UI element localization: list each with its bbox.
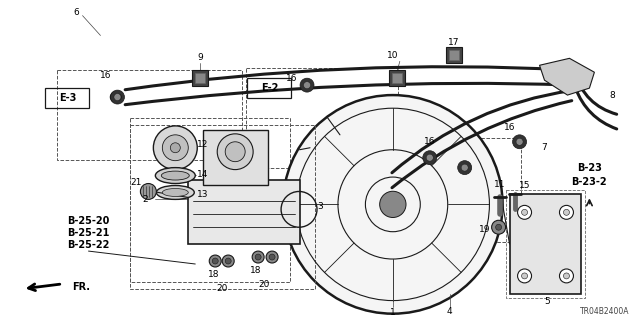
Bar [204,130,268,184]
Text: 16: 16 [286,74,298,83]
Text: B-25-20: B-25-20 [67,216,109,226]
Text: 14: 14 [196,170,208,179]
Text: B-23-2: B-23-2 [572,176,607,187]
Text: 7: 7 [541,143,547,152]
Text: B-25-21: B-25-21 [67,228,109,238]
Bar [131,125,315,289]
Text: 1: 1 [390,308,396,317]
Bar [388,138,520,242]
Text: 17: 17 [448,38,460,47]
Text: 18: 18 [207,271,219,279]
Ellipse shape [163,189,188,197]
Text: 20: 20 [216,284,228,293]
Circle shape [222,255,234,267]
Ellipse shape [300,78,314,92]
Text: 9: 9 [197,53,203,62]
Circle shape [154,126,197,170]
Text: 10: 10 [387,51,399,60]
Text: B-23: B-23 [577,163,602,173]
Ellipse shape [161,171,189,180]
Circle shape [163,135,188,161]
Text: 18: 18 [250,266,262,275]
Ellipse shape [423,151,436,165]
Circle shape [522,273,527,279]
Text: 6: 6 [74,8,79,17]
Polygon shape [540,58,595,95]
Text: 16: 16 [424,137,435,146]
Bar [506,190,586,298]
Ellipse shape [111,90,124,104]
Ellipse shape [458,161,472,174]
Text: 20: 20 [259,280,270,289]
Circle shape [559,205,573,219]
Bar [509,195,581,294]
Text: E-2: E-2 [261,83,279,93]
Circle shape [522,209,527,215]
Ellipse shape [461,164,468,171]
Text: 2: 2 [143,195,148,204]
Ellipse shape [426,154,433,161]
Circle shape [283,95,502,314]
Text: 16: 16 [100,71,111,80]
Circle shape [212,258,218,264]
Circle shape [140,183,156,199]
Circle shape [209,255,221,267]
Circle shape [492,220,506,234]
Bar [246,68,398,167]
Text: 15: 15 [519,181,531,190]
Ellipse shape [513,135,527,149]
Circle shape [266,251,278,263]
Circle shape [170,143,180,153]
Circle shape [563,209,570,215]
Ellipse shape [156,167,195,183]
Circle shape [225,142,245,162]
Circle shape [518,269,532,283]
Circle shape [225,258,231,264]
Bar [392,73,402,83]
Circle shape [559,269,573,283]
Text: B-25-22: B-25-22 [67,240,109,250]
Bar [188,180,300,244]
Circle shape [380,191,406,218]
Text: 16: 16 [504,123,515,132]
Text: 11: 11 [494,180,506,189]
Bar [56,70,242,160]
Bar [389,70,405,86]
Bar [131,118,290,282]
Bar [445,48,461,63]
Text: 19: 19 [479,225,490,234]
Text: 21: 21 [131,178,142,187]
Bar [247,78,291,98]
Text: 3: 3 [317,202,323,211]
Circle shape [217,134,253,170]
Text: 13: 13 [196,190,208,199]
Bar [449,50,459,60]
Circle shape [252,251,264,263]
Text: 8: 8 [609,91,615,100]
Bar [195,73,205,83]
Text: 4: 4 [447,307,452,316]
Text: FR.: FR. [72,282,90,292]
Text: E-3: E-3 [59,93,76,103]
Circle shape [115,94,122,100]
Circle shape [563,273,570,279]
Text: 5: 5 [545,297,550,306]
Circle shape [255,254,261,260]
Text: TR04B2400A: TR04B2400A [580,307,629,316]
Circle shape [269,254,275,260]
Circle shape [518,205,532,219]
Ellipse shape [156,186,195,199]
Circle shape [495,224,502,230]
Bar [192,70,208,86]
Ellipse shape [114,93,121,100]
Circle shape [111,92,120,102]
Text: 12: 12 [196,140,208,149]
Bar [45,88,88,108]
Ellipse shape [303,82,310,89]
Ellipse shape [516,138,523,145]
